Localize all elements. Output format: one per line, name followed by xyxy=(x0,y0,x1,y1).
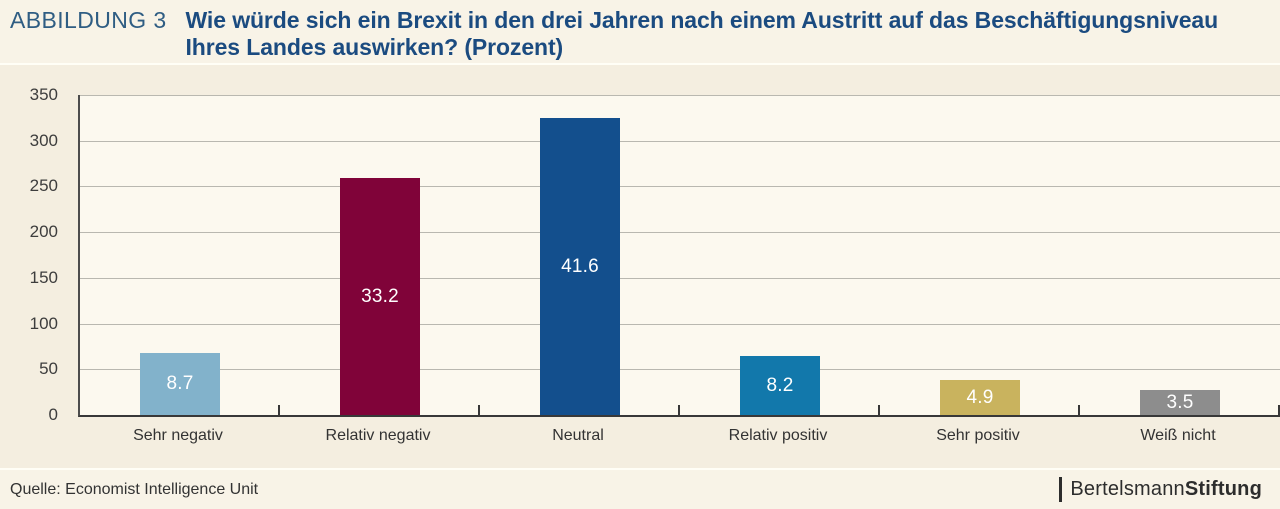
bar-value-label-neutral: 41.6 xyxy=(561,255,599,277)
bar-value-label-relativ-positiv: 8.2 xyxy=(766,374,794,396)
x-axis-tick-5 xyxy=(1078,405,1080,415)
bar-neutral: 41.6 xyxy=(540,118,620,415)
figure-footer: Quelle: Economist Intelligence Unit Bert… xyxy=(0,468,1280,509)
bar-weiss-nicht: 3.5 xyxy=(1140,390,1220,415)
figure-header: ABBILDUNG 3 Wie würde sich ein Brexit in… xyxy=(0,0,1280,63)
x-axis-category-labels: Sehr negativ Relativ negativ Neutral Relati… xyxy=(78,427,1280,445)
y-tick-label-0: 0 xyxy=(48,405,58,424)
logo-text: BertelsmannStiftung xyxy=(1070,478,1262,501)
y-axis-tick-labels: 0 50 100 150 200 250 300 350 xyxy=(0,65,68,468)
bertelsmann-stiftung-logo: BertelsmannStiftung xyxy=(1059,477,1262,502)
x-axis-tick-6 xyxy=(1278,405,1280,415)
bar-relativ-negativ: 33.2 xyxy=(340,178,420,415)
bar-value-label-relativ-negativ: 33.2 xyxy=(361,285,399,307)
figure-title-line-1: Wie würde sich ein Brexit in den drei Ja… xyxy=(185,7,1219,33)
plot-area: 8.7 33.2 41.6 8.2 4.9 3.5 xyxy=(78,95,1280,417)
x-axis-tick-2 xyxy=(478,405,480,415)
category-label-neutral: Neutral xyxy=(552,427,604,444)
figure-title-line-2: Ihres Landes auswirken? (Prozent) xyxy=(185,34,564,60)
y-tick-label-300: 300 xyxy=(29,130,58,150)
bar-sehr-negativ: 8.7 xyxy=(140,353,220,415)
y-tick-label-100: 100 xyxy=(29,313,58,333)
gridline-50 xyxy=(80,369,1280,371)
y-tick-label-200: 200 xyxy=(29,222,58,242)
gridline-100 xyxy=(80,323,1280,325)
y-tick-label-250: 250 xyxy=(29,176,58,196)
bar-value-label-sehr-negativ: 8.7 xyxy=(166,373,194,394)
gridline-300 xyxy=(80,140,1280,142)
x-axis-tick-4 xyxy=(878,405,880,415)
category-label-sehr-positiv: Sehr positiv xyxy=(936,427,1020,444)
y-tick-label-50: 50 xyxy=(39,359,58,379)
x-axis-tick-1 xyxy=(278,405,280,415)
bar-sehr-positiv: 4.9 xyxy=(940,380,1020,415)
y-tick-label-350: 350 xyxy=(29,85,58,104)
source-text: Quelle: Economist Intelligence Unit xyxy=(10,480,259,498)
category-label-relativ-positiv: Relativ positiv xyxy=(728,427,828,444)
bar-chart: 0 50 100 150 200 250 300 350 8.7 33.2 41.6 8.2 4.9 3… xyxy=(0,63,1280,468)
gridline-250 xyxy=(80,186,1280,188)
logo-text-regular: Bertelsmann xyxy=(1070,478,1185,500)
gridline-150 xyxy=(80,277,1280,279)
figure-title: Wie würde sich ein Brexit in den drei Ja… xyxy=(186,7,1219,63)
logo-divider-bar xyxy=(1059,477,1063,502)
category-label-weiss-nicht: Weiß nicht xyxy=(1140,427,1216,444)
gridline-200 xyxy=(80,232,1280,234)
bar-value-label-weiss-nicht: 3.5 xyxy=(1166,391,1194,413)
category-label-sehr-negativ: Sehr negativ xyxy=(133,427,223,444)
figure-number: ABBILDUNG 3 xyxy=(10,7,167,33)
bar-relativ-positiv: 8.2 xyxy=(740,356,820,415)
x-axis-tick-3 xyxy=(678,405,680,415)
bar-value-label-sehr-positiv: 4.9 xyxy=(966,386,994,408)
category-label-relativ-negativ: Relativ negativ xyxy=(325,427,431,444)
gridline-350 xyxy=(80,95,1280,96)
y-tick-label-150: 150 xyxy=(29,267,58,287)
logo-text-bold: Stiftung xyxy=(1184,478,1262,500)
